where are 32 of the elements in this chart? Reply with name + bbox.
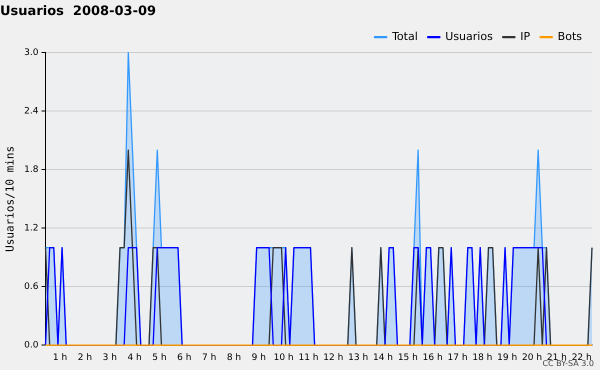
x-tick-label: 18 h — [472, 352, 492, 363]
x-tick-label: 20 h — [522, 352, 542, 363]
y-axis-title: Usuarios/10 mins — [3, 146, 16, 252]
x-tick-label: 14 h — [372, 352, 394, 363]
x-tick-label: 6 h — [177, 352, 192, 363]
legend-label: Usuarios — [445, 30, 494, 43]
x-tick-label: 2 h — [78, 352, 92, 363]
x-tick-label: 1 h — [52, 352, 68, 363]
x-tick-label: 11 h — [298, 352, 318, 363]
x-tick-label: 3 h — [102, 352, 117, 363]
x-tick-label: 8 h — [226, 352, 242, 363]
x-tick-label: 7 h — [202, 352, 216, 363]
x-tick-label: 9 h — [252, 352, 266, 363]
x-tick-label: 19 h — [497, 352, 518, 363]
legend-label: IP — [520, 30, 531, 43]
x-tick-label: 10 h — [274, 352, 294, 363]
y-tick-label: 2.4 — [24, 106, 39, 116]
x-tick-label: 12 h — [323, 352, 344, 363]
y-tick-label: 0.0 — [24, 340, 39, 351]
chart-title: Usuarios 2008-03-09 — [0, 4, 156, 20]
y-tick-label: 0.6 — [24, 282, 39, 292]
x-tick-label: 15 h — [398, 352, 418, 363]
x-tick-label: 5 h — [152, 352, 167, 363]
x-tick-label: 13 h — [348, 352, 368, 363]
legend-label: Total — [391, 30, 418, 43]
y-tick-label: 1.2 — [24, 224, 39, 234]
legend-label: Bots — [558, 30, 582, 43]
y-tick-label: 3.0 — [24, 48, 39, 58]
x-tick-label: 16 h — [422, 352, 443, 363]
y-tick-label: 1.8 — [24, 164, 39, 175]
x-tick-label: 17 h — [448, 352, 468, 363]
x-tick-label: 4 h — [127, 352, 142, 363]
